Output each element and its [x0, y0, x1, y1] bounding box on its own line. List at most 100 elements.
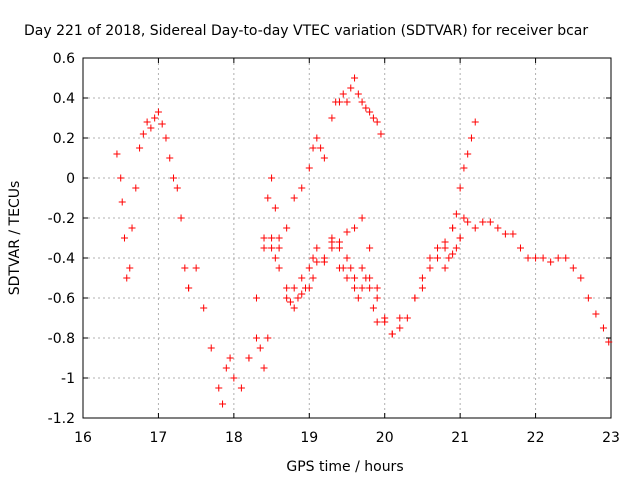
series-arc-8 [441, 214, 468, 272]
y-tick-label: 0.2 [53, 131, 75, 147]
data-point [441, 244, 449, 252]
data-point [373, 284, 381, 292]
data-point [309, 254, 317, 262]
data-point [271, 254, 279, 262]
data-point [411, 294, 419, 302]
data-point [305, 164, 313, 172]
data-point [366, 108, 374, 116]
data-point [418, 284, 426, 292]
x-tick-label: 18 [225, 430, 243, 446]
data-point [362, 274, 370, 282]
data-point [381, 318, 389, 326]
data-point [452, 210, 460, 218]
data-point [298, 184, 306, 192]
data-point [260, 234, 268, 242]
data-point [456, 184, 464, 192]
data-point [309, 274, 317, 282]
data-point [467, 134, 475, 142]
data-point [313, 244, 321, 252]
series-arc-1 [113, 108, 193, 292]
data-point [268, 234, 276, 242]
data-point [418, 274, 426, 282]
data-point [222, 364, 230, 372]
data-point [335, 98, 343, 106]
data-point [343, 98, 351, 106]
data-point [283, 294, 291, 302]
data-point [434, 244, 442, 252]
data-point [343, 254, 351, 262]
data-point [147, 124, 155, 132]
series-arc-4 [260, 174, 283, 242]
data-point [305, 264, 313, 272]
data-point [298, 290, 306, 298]
data-point [599, 324, 607, 332]
data-point [464, 150, 472, 158]
data-point [471, 224, 479, 232]
data-point [207, 344, 215, 352]
data-point [351, 224, 359, 232]
data-point [577, 274, 585, 282]
data-point [290, 284, 298, 292]
data-point [605, 338, 613, 346]
data-point [479, 218, 487, 226]
x-tick-label: 16 [74, 430, 92, 446]
data-point [354, 90, 362, 98]
y-tick-label: -1 [61, 371, 75, 387]
x-tick-label: 20 [376, 430, 394, 446]
series-arc-2 [185, 218, 613, 408]
data-point [354, 294, 362, 302]
data-point [328, 234, 336, 242]
data-point [584, 294, 592, 302]
y-tick-label: 0 [66, 171, 75, 187]
data-point [362, 104, 370, 112]
data-point [185, 284, 193, 292]
data-point [339, 90, 347, 98]
data-point [539, 254, 547, 262]
data-point [264, 334, 272, 342]
grid [83, 58, 611, 418]
data-point [275, 234, 283, 242]
data-point [283, 224, 291, 232]
data-point [268, 174, 276, 182]
x-tick-label: 23 [602, 430, 620, 446]
data-point [335, 244, 343, 252]
series-arc-3 [245, 74, 385, 362]
data-point [426, 264, 434, 272]
data-point [286, 298, 294, 306]
x-tick-label: 19 [300, 430, 318, 446]
data-point [154, 108, 162, 116]
data-point [252, 334, 260, 342]
data-point [260, 244, 268, 252]
chart-title: Day 221 of 2018, Sidereal Day-to-day VTE… [24, 23, 588, 39]
data-point [486, 218, 494, 226]
y-tick-label: 0.4 [53, 91, 75, 107]
data-point [298, 274, 306, 282]
y-tick-label: -1.2 [48, 411, 75, 427]
data-point [117, 174, 125, 182]
data-point [351, 274, 359, 282]
series-arc-7 [411, 118, 479, 302]
data-point [592, 310, 600, 318]
data-point [441, 264, 449, 272]
data-point [173, 184, 181, 192]
data-point [494, 224, 502, 232]
data-point [516, 244, 524, 252]
data-point [283, 284, 291, 292]
data-point [335, 238, 343, 246]
data-point [151, 114, 159, 122]
data-point [441, 238, 449, 246]
data-point [260, 364, 268, 372]
data-point [237, 384, 245, 392]
data-point [343, 274, 351, 282]
data-point [226, 354, 234, 362]
data-point [139, 130, 147, 138]
data-point [373, 294, 381, 302]
data-point [347, 264, 355, 272]
data-point [113, 150, 121, 158]
data-point [170, 174, 178, 182]
data-point [347, 84, 355, 92]
data-point [366, 244, 374, 252]
data-point [143, 118, 151, 126]
data-point [219, 400, 227, 408]
